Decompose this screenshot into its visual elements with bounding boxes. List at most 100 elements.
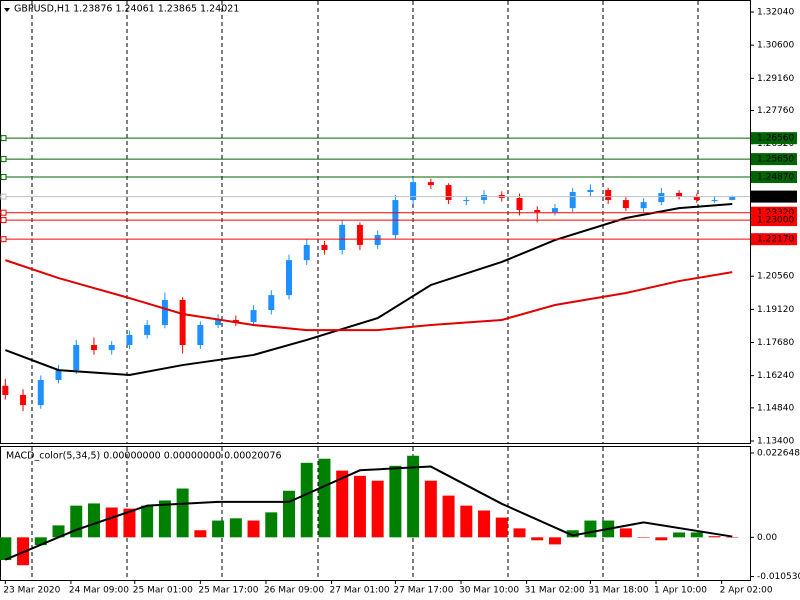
candle-body — [55, 370, 62, 381]
level-label: 1.23000 — [757, 216, 794, 226]
y-tick-label: 1.29160 — [757, 74, 794, 84]
candle-body — [356, 224, 363, 245]
x-tick-label: 23 Mar 2020 — [3, 586, 60, 596]
macd-bar — [158, 500, 171, 538]
macd-bar — [176, 488, 189, 538]
macd-panel — [0, 446, 751, 581]
macd-bar — [690, 532, 703, 538]
candle-body — [73, 345, 80, 371]
macd-bar — [318, 458, 331, 538]
x-tick-label: 25 Mar 01:00 — [133, 586, 193, 596]
y-tick-label: 1.26320 — [757, 139, 794, 149]
level-marker — [0, 174, 7, 181]
macd-bar — [105, 507, 118, 538]
level-label-bg — [751, 153, 797, 166]
level-label: 1.24870 — [757, 173, 794, 183]
level-label-bg — [751, 233, 797, 246]
macd-bar — [531, 537, 544, 541]
candle-body — [587, 189, 594, 193]
x-tick-label: 25 Mar 17:00 — [198, 586, 258, 596]
macd-bar — [655, 537, 668, 541]
macd-bar — [673, 532, 686, 538]
macd-bar — [34, 537, 47, 546]
y-tick-label: 1.27760 — [757, 106, 794, 116]
macd-bar — [194, 530, 207, 538]
candle-body — [339, 224, 346, 250]
y-tick-label: 1.20560 — [757, 272, 794, 282]
y-tick-label: 0.00 — [757, 533, 777, 543]
candle-body — [445, 185, 452, 201]
x-tick-label: 31 Mar 18:00 — [588, 586, 648, 596]
macd-bar — [726, 536, 739, 538]
macd-bar — [566, 530, 579, 538]
x-tick-label: 27 Mar 17:00 — [393, 586, 453, 596]
candle-body — [250, 310, 257, 323]
level-label-bg — [751, 214, 797, 227]
indicator-title: MACD_color(5,34,5) 0.00000000 0.00000000… — [6, 451, 282, 462]
macd-bar — [513, 528, 526, 538]
candle-body — [303, 244, 310, 261]
level-label: 1.25650 — [757, 155, 794, 165]
macd-bar — [708, 536, 721, 538]
candle-body — [693, 197, 700, 201]
macd-bar — [265, 512, 278, 538]
y-tick-label: 1.30600 — [757, 41, 794, 51]
candle-body — [605, 189, 612, 201]
level-label: 1.26560 — [757, 134, 794, 144]
macd-bar — [442, 495, 455, 538]
level-label-bg — [751, 190, 797, 203]
candle-body — [126, 334, 133, 346]
macd-bar — [283, 490, 296, 538]
macd-bar — [389, 465, 402, 538]
signal-line — [4, 465, 733, 561]
y-tick-label: 0.0226485 — [757, 448, 800, 458]
y-tick-label: 1.13400 — [757, 437, 794, 447]
y-tick-label: 1.17680 — [757, 338, 794, 348]
x-tick-label: 30 Mar 10:00 — [459, 586, 519, 596]
macd-bar — [0, 537, 12, 561]
x-tick-label: 26 Mar 09:00 — [264, 586, 324, 596]
macd-bar — [460, 505, 473, 538]
candle-body — [2, 385, 9, 395]
level-marker — [0, 156, 7, 163]
level-marker — [0, 217, 7, 224]
macd-bar — [371, 480, 384, 538]
macd-bar — [424, 480, 437, 538]
candle-body — [569, 192, 576, 209]
candle-body — [161, 299, 168, 326]
candle-body — [90, 345, 97, 351]
candle-body — [215, 319, 222, 326]
candle-body — [144, 325, 151, 335]
chart-title: GBPUSD,H1 1.23876 1.24061 1.23865 1.2402… — [14, 4, 239, 15]
level-label-bg — [751, 171, 797, 184]
macd-bar — [548, 537, 561, 545]
macd-bar — [637, 537, 650, 538]
dropdown-icon[interactable] — [4, 8, 10, 12]
candle-body — [321, 244, 328, 250]
level-marker — [0, 236, 7, 243]
macd-bar — [212, 520, 225, 538]
macd-bar — [336, 470, 349, 538]
candle-body — [286, 260, 293, 296]
y-tick-label: 1.16240 — [757, 371, 794, 381]
candle-body — [392, 200, 399, 236]
candle-body — [37, 380, 44, 406]
macd-bar — [247, 520, 260, 538]
y-tick-label: 1.32040 — [757, 8, 794, 18]
y-tick-label: -0.010530 — [757, 572, 800, 582]
candle-body — [640, 202, 647, 209]
level-label: 1.22170 — [757, 235, 794, 245]
candle-body — [622, 200, 629, 209]
candle-body — [711, 200, 718, 202]
macd-bar — [407, 455, 420, 538]
macd-bar — [87, 503, 100, 538]
level-marker — [0, 193, 7, 200]
candle-body — [374, 235, 381, 245]
x-tick-label: 27 Mar 01:00 — [330, 586, 390, 596]
moving-average — [4, 259, 733, 332]
candle-body — [108, 345, 115, 351]
macd-bar — [619, 528, 632, 538]
candle-body — [197, 325, 204, 346]
y-tick-label: 1.14840 — [757, 403, 794, 413]
